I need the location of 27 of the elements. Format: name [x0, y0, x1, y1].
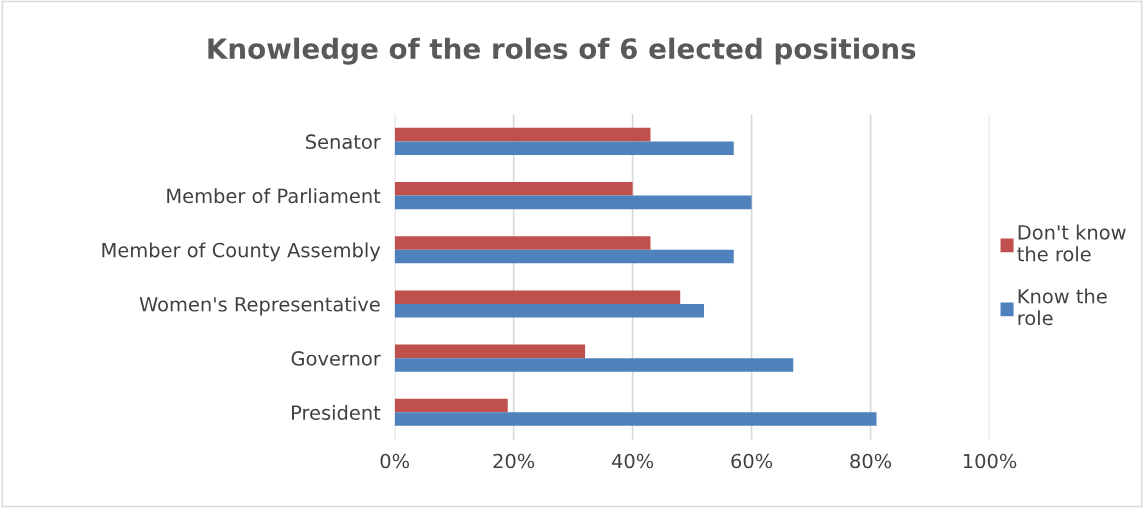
y-tick-label: Governor: [291, 351, 381, 366]
bar: [394, 141, 734, 155]
chart-title: Knowledge of the roles of 6 elected positions: [208, 37, 916, 65]
bar: [394, 290, 681, 304]
x-tick-label: 0%: [380, 453, 410, 469]
x-tick-label: 100%: [963, 453, 1017, 469]
bar: [394, 236, 651, 250]
bar: [394, 182, 633, 196]
legend-label: Know the role: [1018, 288, 1107, 326]
y-tick-label: Member of Parliament: [167, 188, 381, 204]
bar: [394, 344, 586, 359]
bar: [394, 249, 734, 264]
bar: [394, 412, 877, 426]
x-tick-label: 80%: [850, 453, 892, 469]
bar: [394, 303, 705, 318]
bar: [394, 127, 651, 142]
y-tick-label: President: [292, 404, 381, 420]
x-tick-label: 20%: [493, 453, 535, 469]
bar: [394, 195, 752, 210]
y-tick-label: Senator: [306, 134, 381, 150]
x-tick-label: 40%: [611, 453, 654, 469]
bar: [394, 358, 794, 372]
y-tick-label: Member of County Assembly: [102, 242, 381, 262]
y-tick-label: Women's Representative: [139, 296, 380, 316]
bar: [394, 398, 508, 413]
legend-label: Don't know the role: [1017, 224, 1126, 262]
x-tick-label: 60%: [731, 453, 773, 469]
